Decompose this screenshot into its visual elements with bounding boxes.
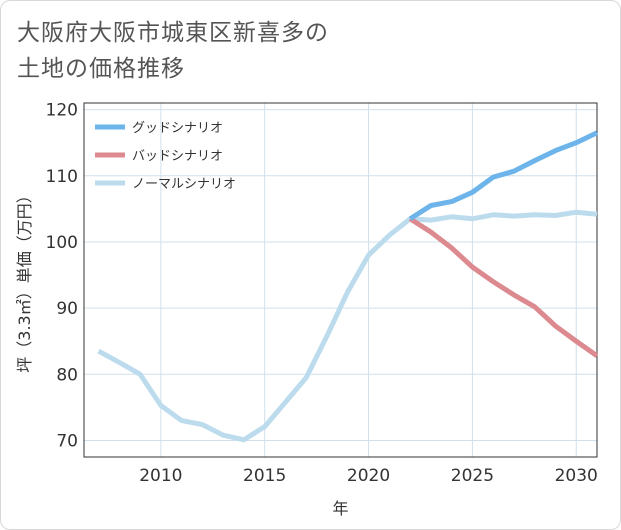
- y-tick-label: 80: [56, 365, 78, 385]
- series-line-good: [408, 130, 599, 221]
- series-line-normal: [97, 209, 598, 443]
- x-tick-label: 2025: [451, 466, 494, 486]
- grid-lines: [84, 103, 597, 457]
- y-tick-label: 70: [56, 431, 78, 451]
- legend-item-bad[interactable]: バッドシナリオ: [95, 149, 223, 164]
- y-axis-ticks: 70 80 90 100 110 120: [46, 101, 78, 452]
- series-line-bad: [408, 216, 599, 358]
- y-tick-label: 100: [46, 233, 78, 253]
- x-tick-label: 2010: [139, 466, 182, 486]
- legend-item-good[interactable]: グッドシナリオ: [95, 121, 223, 136]
- legend-label: ノーマルシナリオ: [132, 177, 236, 192]
- x-tick-label: 2015: [243, 466, 286, 486]
- y-tick-label: 120: [46, 101, 78, 121]
- x-tick-label: 2030: [555, 466, 598, 486]
- chart-title: 大阪府大阪市城東区新喜多の 土地の価格推移: [17, 20, 329, 82]
- legend-item-normal[interactable]: ノーマルシナリオ: [95, 177, 236, 192]
- plot-area: [83, 102, 598, 458]
- series-lines: [97, 130, 599, 443]
- x-axis-ticks: 2010 2015 2020 2025 2030: [139, 466, 598, 486]
- legend-label: グッドシナリオ: [132, 121, 223, 136]
- legend-label: バッドシナリオ: [132, 149, 223, 164]
- x-tick-label: 2020: [347, 466, 390, 486]
- y-axis-label: 坪（3.3㎡）単価（万円）: [15, 187, 34, 372]
- y-tick-label: 110: [46, 167, 78, 187]
- y-tick-label: 90: [56, 299, 78, 319]
- x-axis-label: 年: [332, 499, 348, 518]
